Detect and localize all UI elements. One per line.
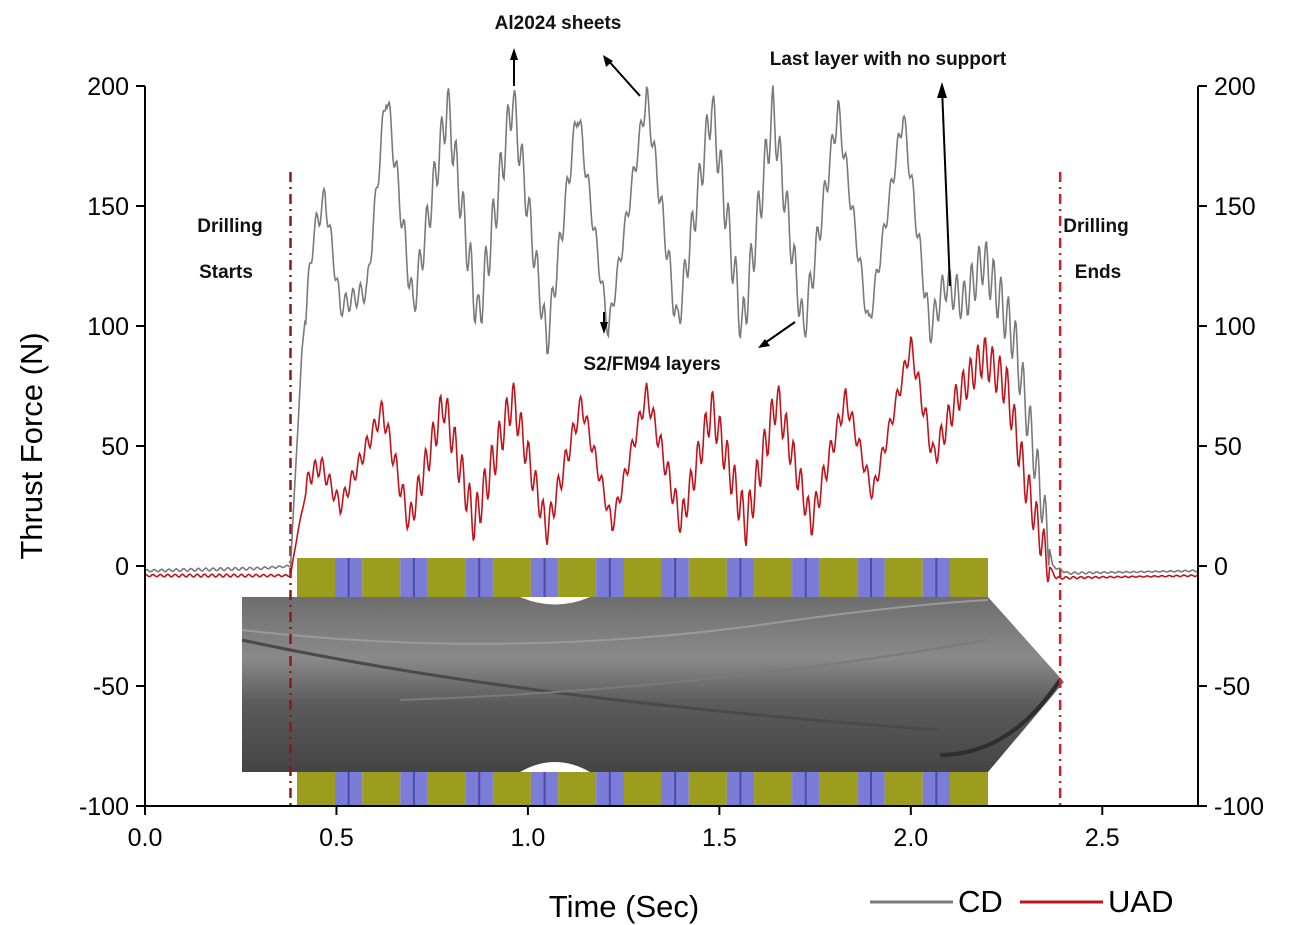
arrow-al2024-diag	[605, 57, 641, 97]
y-tick-label-right: 50	[1214, 433, 1242, 461]
arrowhead-s2fm94-down	[600, 322, 608, 334]
arrowhead-last-layer	[937, 82, 947, 98]
layer-al2024	[819, 558, 858, 597]
x-tick-label: 2.5	[1085, 824, 1120, 852]
marker-end-label-2: Ends	[1075, 262, 1121, 283]
layer-al2024	[754, 772, 793, 806]
y-tick-label-left: 200	[87, 73, 129, 101]
y-tick-label-left: 0	[115, 553, 129, 581]
x-tick-label: 0.0	[128, 824, 163, 852]
x-tick-label: 0.5	[319, 824, 354, 852]
layer-al2024	[819, 772, 858, 806]
y-tick-label-left: -50	[93, 673, 129, 701]
layer-al2024	[950, 772, 988, 806]
layer-al2024	[558, 558, 597, 597]
layer-al2024	[558, 772, 597, 806]
layer-al2024	[297, 558, 335, 597]
y-tick-label-right: 0	[1214, 553, 1228, 581]
annotation-last-layer: Last layer with no support	[770, 49, 1007, 70]
layer-al2024	[623, 772, 662, 806]
legend-label-cd: CD	[958, 884, 1003, 919]
y-tick-label-right: 150	[1214, 193, 1256, 221]
y-axis-title: Thrust Force (N)	[14, 332, 49, 559]
layer-al2024	[492, 558, 531, 597]
series-group	[144, 85, 1199, 583]
arrow-last-layer	[941, 87, 951, 287]
arrowhead-s2fm94-diag	[758, 339, 770, 348]
layer-al2024	[688, 772, 727, 806]
y-tick-label-right: 200	[1214, 73, 1256, 101]
x-axis-title: Time (Sec)	[549, 889, 699, 924]
annotation-al2024: Al2024 sheets	[495, 13, 622, 34]
series-line-cd	[144, 85, 1199, 576]
y-tick-label-left: 100	[87, 313, 129, 341]
layer-al2024	[623, 558, 662, 597]
annotations: Al2024 sheets Last layer with no support…	[197, 13, 1128, 375]
x-ticks: 0.0 0.5 1.0 1.5 2.0 2.5	[128, 806, 1120, 852]
y-tick-label-left: -100	[79, 793, 129, 821]
layer-al2024	[362, 772, 401, 806]
laminate-stack-bottom	[297, 772, 988, 806]
arrow-s2fm94-diag	[761, 321, 796, 346]
drill-tip-edge	[939, 678, 1062, 757]
y-tick-label-left: 150	[87, 193, 129, 221]
annotation-s2fm94: S2/FM94 layers	[583, 354, 720, 375]
layer-al2024	[297, 772, 335, 806]
x-tick-label: 1.5	[702, 824, 737, 852]
layer-al2024	[362, 558, 401, 597]
drill-laminate-illustration	[241, 558, 1064, 806]
marker-end-label-1: Drilling	[1063, 216, 1128, 237]
layer-al2024	[427, 558, 466, 597]
layer-al2024	[754, 558, 793, 597]
marker-start-label-2: Starts	[199, 262, 253, 283]
layer-al2024	[950, 558, 988, 597]
layer-al2024	[884, 558, 923, 597]
legend: CD UAD	[870, 884, 1173, 919]
y-tick-label-right: -100	[1214, 793, 1264, 821]
laminate-stack-top	[297, 558, 988, 597]
drilling-markers	[289, 172, 1062, 806]
legend-label-uad: UAD	[1108, 884, 1173, 919]
layer-al2024	[688, 558, 727, 597]
layer-al2024	[884, 772, 923, 806]
drill-flute-2	[241, 599, 989, 645]
arrowhead-al2024-up	[510, 48, 518, 60]
y-tick-label-right: -50	[1214, 673, 1250, 701]
y-ticks: -100 -100 -50 -50 0 0 50 50 100 100 150 150 200 200	[79, 73, 1264, 821]
y-tick-label-right: 100	[1214, 313, 1256, 341]
layer-al2024	[492, 772, 531, 806]
x-tick-label: 1.0	[511, 824, 546, 852]
drill-flute-3	[399, 639, 989, 701]
layer-al2024	[427, 772, 466, 806]
marker-start-label-1: Drilling	[197, 216, 262, 237]
series-line-uad	[144, 336, 1199, 583]
y-tick-label-left: 50	[101, 433, 129, 461]
x-tick-label: 2.0	[893, 824, 928, 852]
arrowhead-al2024-diag	[603, 55, 613, 67]
